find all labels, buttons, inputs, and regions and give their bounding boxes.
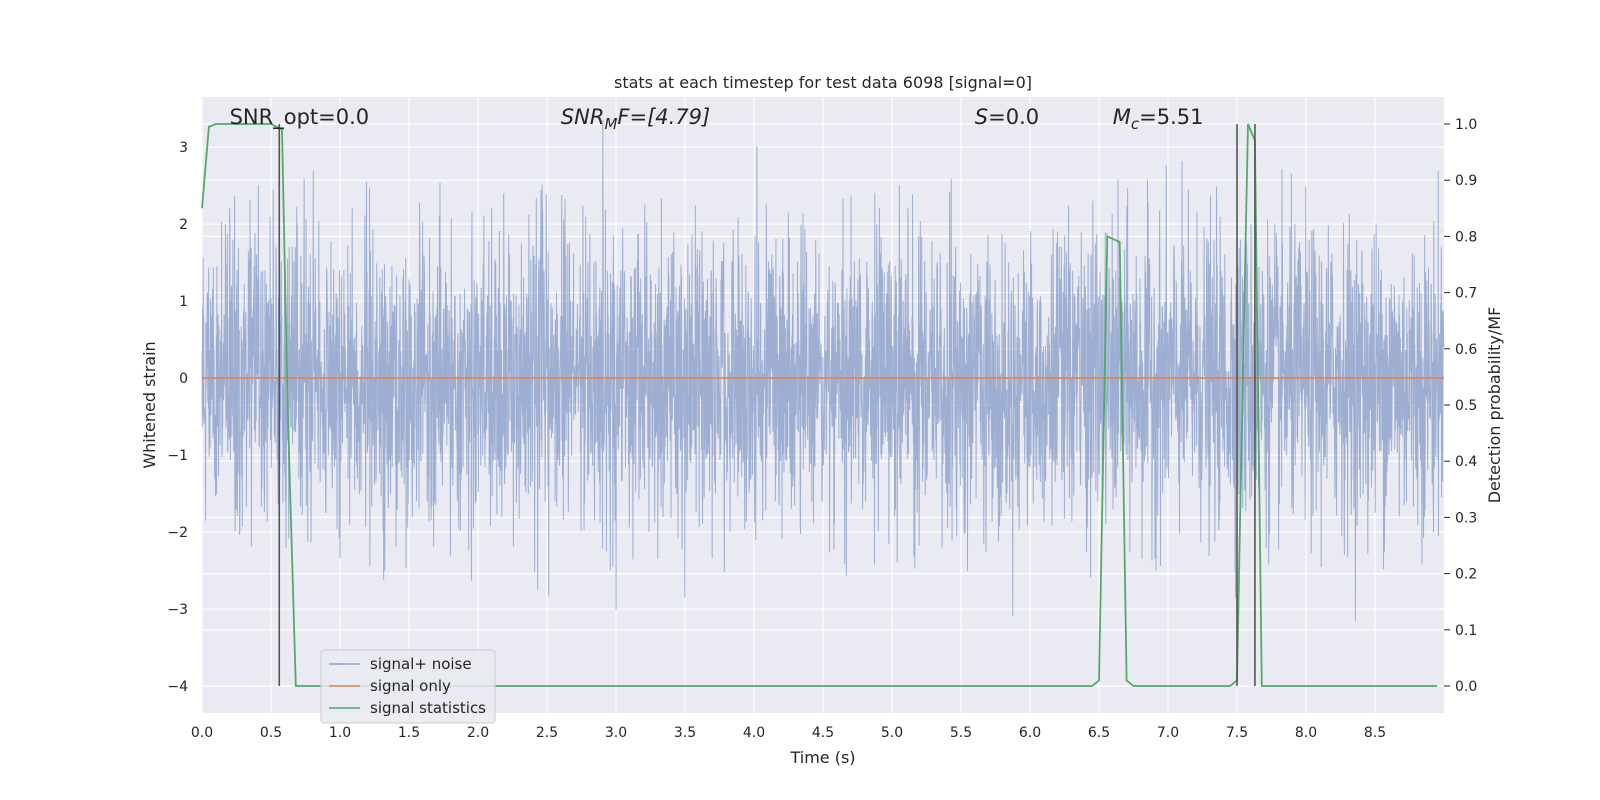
y-tick-label-left: −3 bbox=[167, 602, 188, 618]
annotation-snr-mf-subscript: M bbox=[604, 115, 617, 133]
y-tick-label-right: 0.6 bbox=[1455, 342, 1477, 358]
y-tick-label-right: 0.8 bbox=[1455, 229, 1477, 245]
y-tick-label-right: 0.1 bbox=[1455, 623, 1477, 639]
annotation-snr-mf: SNRMF=[4.79] bbox=[561, 105, 710, 133]
annotation-mc-symbol: M bbox=[1113, 105, 1131, 129]
annotation-snr-mf-symbol: SNR bbox=[561, 105, 605, 129]
legend-label-signal-statistics: signal statistics bbox=[370, 699, 486, 717]
x-tick-label: 8.5 bbox=[1364, 725, 1386, 741]
x-tick-label: 7.0 bbox=[1157, 725, 1179, 741]
y-tick-label-left: 0 bbox=[179, 371, 188, 387]
y-tick-label-right: 0.3 bbox=[1455, 510, 1477, 526]
chart-title: stats at each timestep for test data 609… bbox=[614, 73, 1032, 92]
annotation-snr-opt: SNR_opt=0.0 bbox=[230, 105, 370, 130]
x-tick-label: 0.0 bbox=[191, 725, 213, 741]
x-tick-label: 2.0 bbox=[467, 725, 489, 741]
annotation-s-symbol: S bbox=[975, 105, 988, 129]
annotation-s-value: =0.0 bbox=[988, 105, 1039, 129]
x-tick-label: 4.5 bbox=[812, 725, 834, 741]
x-tick-label: 4.0 bbox=[743, 725, 765, 741]
y-tick-label-right: 0.7 bbox=[1455, 286, 1477, 302]
y-tick-label-left: −1 bbox=[167, 448, 188, 464]
y-tick-label-left: 3 bbox=[179, 140, 188, 156]
y-tick-label-right: 0.2 bbox=[1455, 567, 1477, 583]
y-tick-label-left: −4 bbox=[167, 679, 188, 695]
tick-labels: 0.0 0.5 1.0 1.5 2.0 2.5 3.0 3.5 4.0 4.5 5.0 5.5 6.0 6… bbox=[167, 117, 1477, 741]
y-tick-label-right: 0.4 bbox=[1455, 454, 1477, 470]
x-tick-label: 6.5 bbox=[1088, 725, 1110, 741]
x-tick-label: 5.5 bbox=[950, 725, 972, 741]
x-tick-label: 6.0 bbox=[1019, 725, 1041, 741]
y-tick-label-right: 1.0 bbox=[1455, 117, 1477, 133]
x-tick-label: 2.5 bbox=[536, 725, 558, 741]
annotation-mc: Mc=5.51 bbox=[1113, 105, 1204, 133]
x-tick-label: 7.5 bbox=[1226, 725, 1248, 741]
legend: signal+ noise signal only signal statist… bbox=[320, 649, 496, 724]
x-tick-label: 8.0 bbox=[1295, 725, 1317, 741]
x-tick-label: 5.0 bbox=[881, 725, 903, 741]
x-tick-label: 1.5 bbox=[398, 725, 420, 741]
y-tick-label-right: 0.0 bbox=[1455, 679, 1477, 695]
annotation-s: S=0.0 bbox=[975, 105, 1039, 129]
y-tick-label-right: 0.9 bbox=[1455, 173, 1477, 189]
x-axis-label: Time (s) bbox=[789, 748, 855, 767]
y-tick-label-left: 1 bbox=[179, 294, 188, 310]
annotation-mc-value: =5.51 bbox=[1139, 105, 1203, 129]
x-tick-label: 3.5 bbox=[674, 725, 696, 741]
y-axis-label-left: Whitened strain bbox=[140, 341, 159, 468]
vertical-markers bbox=[278, 123, 1256, 687]
x-tick-label: 3.0 bbox=[605, 725, 627, 741]
legend-label-signal-plus-noise: signal+ noise bbox=[370, 655, 472, 673]
x-tick-label: 0.5 bbox=[260, 725, 282, 741]
legend-box bbox=[320, 649, 496, 724]
y-axis-label-right: Detection probability/MF bbox=[1485, 307, 1504, 504]
annotation-mc-subscript: c bbox=[1131, 115, 1140, 133]
x-tick-label: 1.0 bbox=[329, 725, 351, 741]
signal-statistics-line bbox=[201, 123, 1438, 687]
annotation-snr-mf-value: F=[4.79] bbox=[617, 105, 710, 129]
y-tick-label-right: 0.5 bbox=[1455, 398, 1477, 414]
y-tick-label-left: −2 bbox=[167, 525, 188, 541]
legend-label-signal-only: signal only bbox=[370, 677, 451, 695]
y-tick-label-left: 2 bbox=[179, 217, 188, 233]
